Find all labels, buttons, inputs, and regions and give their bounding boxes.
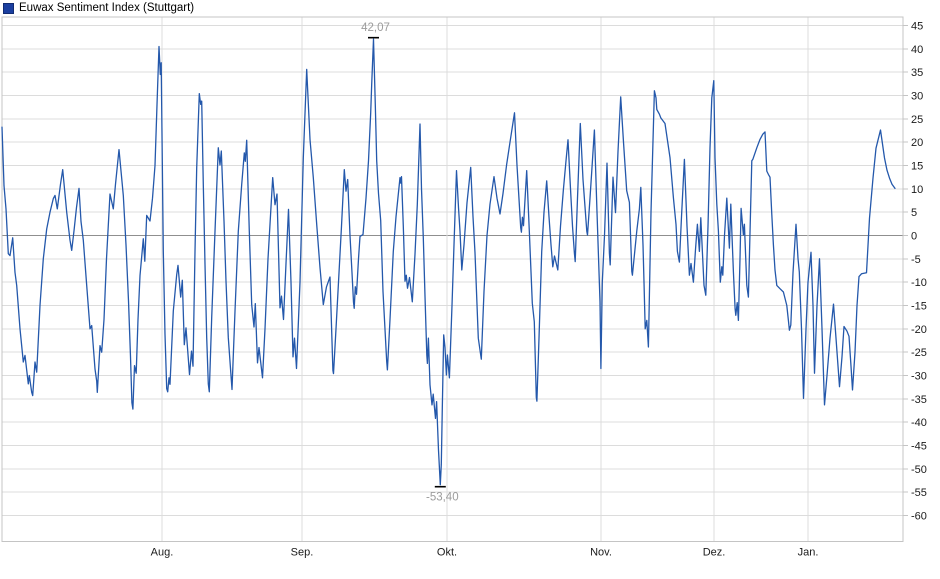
y-axis-label: -5: [911, 254, 921, 266]
y-axis-label: 25: [911, 114, 923, 126]
y-axis-label: -25: [911, 347, 927, 359]
y-axis-label: 0: [911, 231, 917, 243]
y-axis-label: 5: [911, 207, 917, 219]
min-annotation-label: -53,40: [426, 492, 459, 504]
y-axis-label: -35: [911, 394, 927, 406]
series-color-icon: [3, 3, 14, 14]
y-axis-label: 40: [911, 44, 923, 56]
y-axis-label: 35: [911, 67, 923, 79]
x-axis-label: Okt.: [437, 547, 457, 559]
y-axis-label: -45: [911, 441, 927, 453]
y-axis-label: -60: [911, 511, 927, 523]
y-axis-label: -40: [911, 417, 927, 429]
max-annotation-label: 42,07: [361, 22, 390, 34]
y-axis-label: 45: [911, 21, 923, 33]
y-axis-label: -55: [911, 487, 927, 499]
y-axis-label: -20: [911, 324, 927, 336]
y-axis-label: -10: [911, 277, 927, 289]
y-axis-label: -50: [911, 464, 927, 476]
x-axis-label: Sep.: [291, 547, 314, 559]
y-axis-label: -30: [911, 371, 927, 383]
x-axis-label: Aug.: [151, 547, 174, 559]
grid-layer: [1, 16, 908, 542]
y-axis-label: 20: [911, 137, 923, 149]
annotation-layer: 42,07 -53,40: [361, 22, 458, 504]
y-axis-label: 15: [911, 161, 923, 173]
series-layer: [1, 38, 896, 486]
plot-border: [1, 16, 904, 542]
x-axis-label: Jan.: [798, 547, 819, 559]
y-axis-label: -15: [911, 301, 927, 313]
chart-legend: Euwax Sentiment Index (Stuttgart): [3, 2, 194, 15]
axis-layer: 45 40 35 30 25 20 15 10 5 0 -5 -10 -15 -20 -25 -30 -35 -4…: [151, 21, 927, 559]
x-axis-label: Nov.: [590, 547, 612, 559]
chart-title: Euwax Sentiment Index (Stuttgart): [19, 2, 195, 14]
y-axis-label: 30: [911, 91, 923, 103]
x-axis-label: Dez.: [703, 547, 726, 559]
y-axis-label: 10: [911, 184, 923, 196]
sentiment-line: [1, 38, 896, 486]
